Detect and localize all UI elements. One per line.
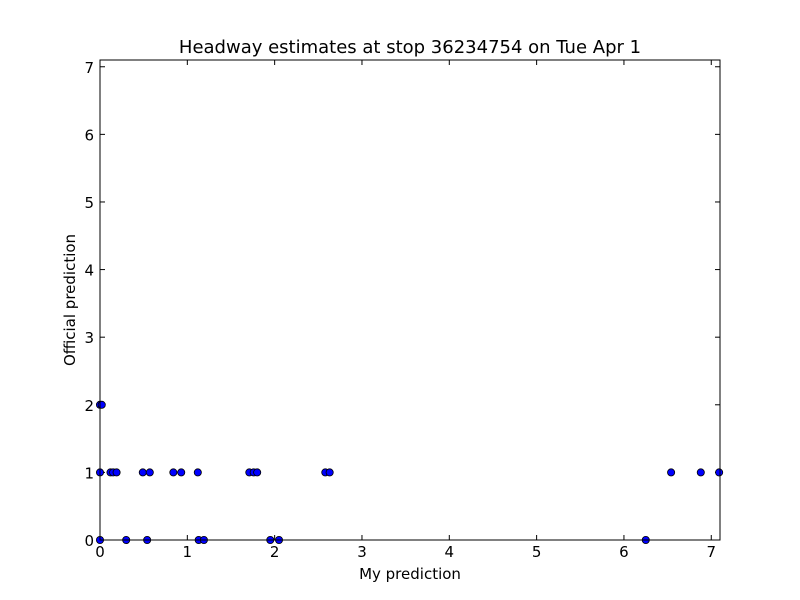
x-axis-label: My prediction [359, 565, 461, 583]
data-point [667, 468, 676, 477]
data-point [325, 468, 334, 477]
data-point [715, 468, 724, 477]
y-tick-label: 5 [84, 194, 94, 212]
x-tick-label: 2 [270, 543, 280, 561]
data-point [696, 468, 705, 477]
x-tick-label: 1 [183, 543, 193, 561]
x-tick-label: 6 [619, 543, 629, 561]
x-tick-label: 7 [706, 543, 716, 561]
data-point [138, 468, 147, 477]
data-point [97, 400, 106, 409]
y-tick-label: 4 [84, 262, 94, 280]
data-point [145, 468, 154, 477]
x-tick-label: 5 [532, 543, 542, 561]
y-tick-label: 1 [84, 464, 94, 482]
data-point [177, 468, 186, 477]
data-points [96, 400, 724, 545]
y-tick-label: 3 [84, 329, 94, 347]
axis-ticks: 0 1 2 3 4 5 6 7 0 1 2 3 4 5 6 7 [84, 59, 720, 561]
data-point [169, 468, 178, 477]
data-point [112, 468, 121, 477]
y-tick-label: 2 [84, 397, 94, 415]
x-tick-label: 4 [445, 543, 455, 561]
data-point [193, 468, 202, 477]
chart-title: Headway estimates at stop 36234754 on Tu… [179, 37, 641, 58]
x-tick-label: 0 [95, 543, 105, 561]
data-point [253, 468, 262, 477]
y-tick-label: 0 [84, 532, 94, 550]
y-tick-label: 7 [84, 59, 94, 77]
x-tick-label: 3 [357, 543, 367, 561]
y-axis-label: Official prediction [61, 234, 79, 366]
y-tick-label: 6 [84, 126, 94, 144]
plot-frame [99, 59, 721, 541]
